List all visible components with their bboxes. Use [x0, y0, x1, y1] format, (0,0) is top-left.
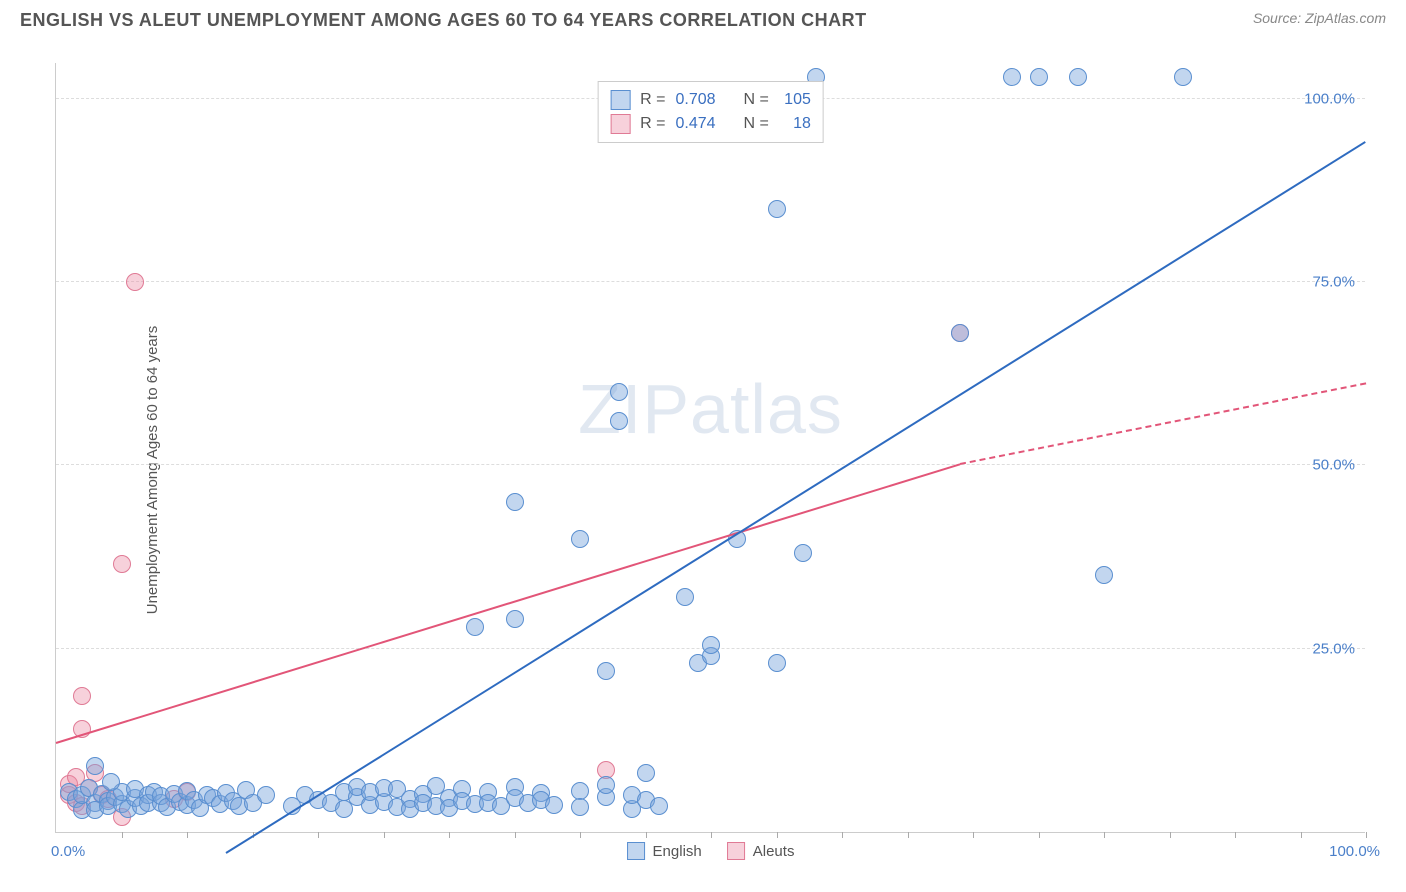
data-point [466, 618, 484, 636]
data-point [73, 687, 91, 705]
data-point [545, 796, 563, 814]
r-value-english: 0.708 [675, 91, 715, 109]
data-point [506, 493, 524, 511]
data-point [951, 324, 969, 342]
data-point [1003, 68, 1021, 86]
legend-swatch-english [610, 90, 630, 110]
legend-swatch-aleuts [610, 114, 630, 134]
data-point [126, 273, 144, 291]
gridline [56, 464, 1365, 465]
data-point [794, 544, 812, 562]
data-point [676, 588, 694, 606]
data-point [597, 662, 615, 680]
chart-title: ENGLISH VS ALEUT UNEMPLOYMENT AMONG AGES… [20, 10, 867, 31]
x-tick [973, 832, 974, 838]
x-tick [122, 832, 123, 838]
x-tick [187, 832, 188, 838]
chart-container: Unemployment Among Ages 60 to 64 years Z… [0, 48, 1406, 892]
data-point [571, 530, 589, 548]
data-point [1030, 68, 1048, 86]
legend-row-english: R = 0.708 N = 105 [610, 88, 811, 112]
r-label: R = [640, 115, 665, 133]
x-tick [449, 832, 450, 838]
x-tick [1039, 832, 1040, 838]
data-point [1174, 68, 1192, 86]
data-point [650, 797, 668, 815]
correlation-legend: R = 0.708 N = 105 R = 0.474 N = 18 [597, 81, 824, 143]
data-point [1069, 68, 1087, 86]
x-tick [711, 832, 712, 838]
n-label: N = [744, 91, 769, 109]
trend-line [226, 141, 1367, 854]
data-point [610, 383, 628, 401]
data-point [257, 786, 275, 804]
chart-header: ENGLISH VS ALEUT UNEMPLOYMENT AMONG AGES… [0, 0, 1406, 36]
legend-swatch [727, 842, 745, 860]
data-point [610, 412, 628, 430]
legend-label: English [653, 843, 702, 860]
data-point [86, 757, 104, 775]
legend-swatch [627, 842, 645, 860]
y-tick-label: 25.0% [1312, 640, 1355, 657]
data-point [102, 773, 120, 791]
x-axis-min-label: 0.0% [51, 843, 85, 860]
x-tick [908, 832, 909, 838]
x-tick [1170, 832, 1171, 838]
legend-item: Aleuts [727, 842, 795, 860]
data-point [1095, 566, 1113, 584]
x-tick [1235, 832, 1236, 838]
gridline [56, 281, 1365, 282]
x-tick [515, 832, 516, 838]
trend-line [960, 383, 1366, 466]
y-tick-label: 50.0% [1312, 457, 1355, 474]
r-value-aleuts: 0.474 [675, 115, 715, 133]
data-point [113, 555, 131, 573]
watermark: ZIPatlas [578, 369, 843, 449]
n-value-english: 105 [779, 91, 811, 109]
x-axis-max-label: 100.0% [1329, 843, 1380, 860]
y-tick-label: 100.0% [1304, 90, 1355, 107]
data-point [597, 776, 615, 794]
legend-item: English [627, 842, 702, 860]
source-attribution: Source: ZipAtlas.com [1253, 10, 1386, 26]
x-tick [646, 832, 647, 838]
x-tick [384, 832, 385, 838]
n-label: N = [744, 115, 769, 133]
x-tick [580, 832, 581, 838]
x-tick [1301, 832, 1302, 838]
plot-area: ZIPatlas R = 0.708 N = 105 R = 0.474 N =… [55, 63, 1365, 833]
x-tick [318, 832, 319, 838]
legend-row-aleuts: R = 0.474 N = 18 [610, 112, 811, 136]
data-point [768, 654, 786, 672]
x-tick [1104, 832, 1105, 838]
x-tick [1366, 832, 1367, 838]
n-value-aleuts: 18 [779, 115, 811, 133]
data-point [702, 636, 720, 654]
legend-label: Aleuts [753, 843, 795, 860]
y-tick-label: 75.0% [1312, 274, 1355, 291]
data-point [571, 798, 589, 816]
data-point [506, 610, 524, 628]
x-tick [842, 832, 843, 838]
r-label: R = [640, 91, 665, 109]
series-legend: English Aleuts [627, 842, 795, 860]
x-tick [777, 832, 778, 838]
data-point [637, 764, 655, 782]
data-point [768, 200, 786, 218]
